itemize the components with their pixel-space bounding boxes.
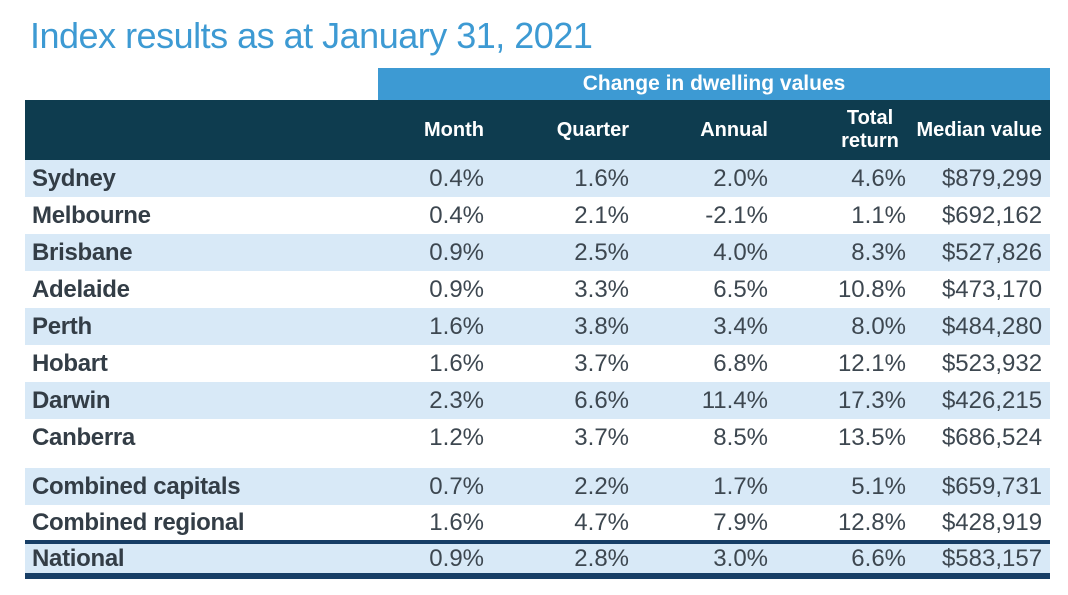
cell-quarter: 3.7% <box>574 423 629 451</box>
cell-quarter: 2.2% <box>490 468 635 505</box>
row-label: Canberra <box>32 423 135 451</box>
cell-annual: 6.5% <box>713 275 768 303</box>
table-row-hobart: Hobart 1.6% 3.7% 6.8% 12.1% $523,932 <box>25 345 1050 382</box>
table-row-darwin: Darwin 2.3% 6.6% 11.4% 17.3% $426,215 <box>25 382 1051 419</box>
cell-total-return: 13.5% <box>837 423 906 451</box>
cell-annual: 11.4% <box>635 382 774 419</box>
spanner-empty-cell <box>25 68 378 100</box>
column-header-annual: Annual <box>635 100 774 160</box>
row-label: Adelaide <box>32 275 130 303</box>
cell-quarter: 6.6% <box>490 382 635 419</box>
cell-annual: 7.9% <box>713 508 768 536</box>
table-row-combined-capitals: Combined capitals 0.7% 2.2% 1.7% 5.1% $6… <box>25 468 1051 505</box>
cell-quarter: 2.1% <box>574 201 629 229</box>
column-header-empty <box>25 100 378 160</box>
column-header-row: Month Quarter Annual Total return Median… <box>25 100 1051 160</box>
cell-total-return: 4.6% <box>774 160 912 197</box>
spacer-row <box>25 456 1051 468</box>
cell-annual: 3.0% <box>635 540 774 579</box>
cell-total-return: 12.8% <box>837 508 906 536</box>
cell-median-value: $527,826 <box>912 234 1051 271</box>
page-title: Index results as at January 31, 2021 <box>30 15 593 56</box>
cell-annual: -2.1% <box>705 201 768 229</box>
cell-median-value: $426,215 <box>912 382 1051 419</box>
cell-month: 1.2% <box>429 423 484 451</box>
table-row-adelaide: Adelaide 0.9% 3.3% 6.5% 10.8% $473,170 <box>25 271 1050 308</box>
cell-median-value: $686,524 <box>941 423 1043 451</box>
cell-median-value: $583,157 <box>912 540 1051 579</box>
cell-median-value: $473,170 <box>941 275 1043 303</box>
cell-total-return: 10.8% <box>837 275 906 303</box>
cell-annual: 1.7% <box>635 468 774 505</box>
row-label: Combined regional <box>32 508 245 536</box>
cell-total-return: 1.1% <box>851 201 906 229</box>
cell-quarter: 2.8% <box>490 540 635 579</box>
cell-total-return: 8.3% <box>774 234 912 271</box>
table-row-canberra: Canberra 1.2% 3.7% 8.5% 13.5% $686,524 <box>25 419 1050 456</box>
cell-quarter: 3.7% <box>574 349 629 377</box>
cell-median-value: $484,280 <box>912 308 1051 345</box>
cell-median-value: $659,731 <box>912 468 1051 505</box>
cell-month: 0.9% <box>378 234 490 271</box>
cell-total-return: 12.1% <box>837 349 906 377</box>
cell-quarter: 2.5% <box>490 234 635 271</box>
table-row-combined-regional: Combined regional 1.6% 4.7% 7.9% 12.8% $… <box>25 505 1050 542</box>
row-label: Combined capitals <box>25 468 378 505</box>
cell-annual: 8.5% <box>713 423 768 451</box>
row-label: Perth <box>25 308 378 345</box>
cell-quarter: 1.6% <box>490 160 635 197</box>
cell-quarter: 4.7% <box>574 508 629 536</box>
cell-month: 2.3% <box>378 382 490 419</box>
row-label: Darwin <box>25 382 378 419</box>
cell-month: 0.4% <box>378 160 490 197</box>
column-header-total-return-label: Total return <box>841 107 899 152</box>
column-header-median-value: Median value <box>912 100 1051 160</box>
column-header-total-return: Total return <box>774 100 912 160</box>
cell-total-return: 17.3% <box>774 382 912 419</box>
cell-annual: 4.0% <box>635 234 774 271</box>
row-label: Brisbane <box>25 234 378 271</box>
cell-month: 1.6% <box>378 308 490 345</box>
cell-median-value: $692,162 <box>941 201 1043 229</box>
table-row-melbourne: Melbourne 0.4% 2.1% -2.1% 1.1% $692,162 <box>25 197 1050 234</box>
cell-month: 0.9% <box>378 540 490 579</box>
spanner-row: Change in dwelling values <box>25 68 1051 100</box>
cell-quarter: 3.8% <box>490 308 635 345</box>
column-header-month: Month <box>378 100 490 160</box>
table-row-sydney: Sydney 0.4% 1.6% 2.0% 4.6% $879,299 <box>25 160 1051 197</box>
cell-month: 1.6% <box>429 349 484 377</box>
cell-quarter: 3.3% <box>574 275 629 303</box>
cell-month: 1.6% <box>429 508 484 536</box>
spacer-cell <box>25 456 1051 468</box>
cell-month: 0.4% <box>429 201 484 229</box>
table-row-national: National 0.9% 2.8% 3.0% 6.6% $583,157 <box>25 540 1051 579</box>
row-label: Melbourne <box>32 201 151 229</box>
cell-month: 0.7% <box>378 468 490 505</box>
row-label: Hobart <box>32 349 108 377</box>
table-row-perth: Perth 1.6% 3.8% 3.4% 8.0% $484,280 <box>25 308 1051 345</box>
cell-total-return: 8.0% <box>774 308 912 345</box>
cell-median-value: $879,299 <box>912 160 1051 197</box>
spanner-header: Change in dwelling values <box>378 68 1051 100</box>
cell-annual: 2.0% <box>635 160 774 197</box>
index-results-table: Change in dwelling values Month Quarter … <box>25 68 1051 579</box>
cell-annual: 6.8% <box>713 349 768 377</box>
row-label: Sydney <box>25 160 378 197</box>
row-label: National <box>25 540 378 579</box>
cell-annual: 3.4% <box>635 308 774 345</box>
cell-total-return: 5.1% <box>774 468 912 505</box>
column-header-quarter: Quarter <box>490 100 635 160</box>
cell-month: 0.9% <box>429 275 484 303</box>
cell-median-value: $428,919 <box>941 508 1043 536</box>
table-row-brisbane: Brisbane 0.9% 2.5% 4.0% 8.3% $527,826 <box>25 234 1051 271</box>
cell-median-value: $523,932 <box>941 349 1043 377</box>
cell-total-return: 6.6% <box>774 540 912 579</box>
